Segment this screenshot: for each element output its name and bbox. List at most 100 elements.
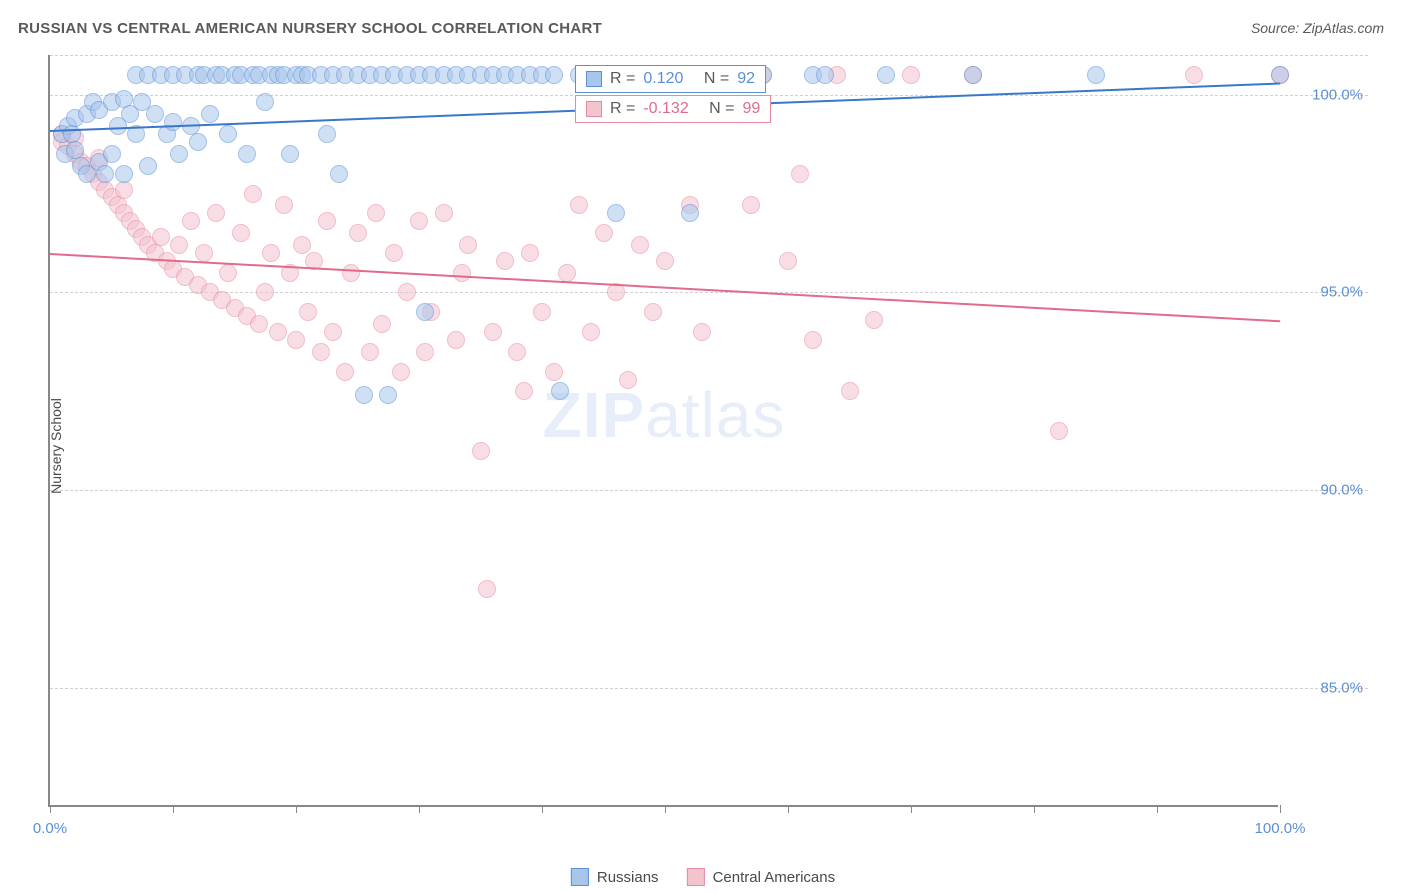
scatter-point — [373, 315, 391, 333]
scatter-point — [515, 382, 533, 400]
scatter-point — [902, 66, 920, 84]
watermark: ZIPatlas — [543, 378, 786, 452]
scatter-point — [865, 311, 883, 329]
scatter-point — [570, 196, 588, 214]
scatter-point — [256, 283, 274, 301]
scatter-point — [484, 323, 502, 341]
scatter-point — [595, 224, 613, 242]
scatter-point — [779, 252, 797, 270]
scatter-point — [146, 105, 164, 123]
scatter-point — [398, 283, 416, 301]
y-tick-label: 85.0% — [1293, 680, 1363, 697]
scatter-point — [521, 244, 539, 262]
scatter-point — [250, 315, 268, 333]
scatter-point — [312, 343, 330, 361]
scatter-point — [447, 331, 465, 349]
y-tick-label: 100.0% — [1293, 86, 1363, 103]
grid-line — [50, 55, 1368, 56]
y-tick-label: 95.0% — [1293, 284, 1363, 301]
scatter-point — [299, 303, 317, 321]
grid-line — [50, 688, 1368, 689]
x-tick — [50, 805, 51, 813]
scatter-point — [791, 165, 809, 183]
scatter-point — [964, 66, 982, 84]
scatter-point — [367, 204, 385, 222]
scatter-point — [693, 323, 711, 341]
scatter-point — [508, 343, 526, 361]
scatter-point — [262, 244, 280, 262]
scatter-point — [269, 323, 287, 341]
scatter-point — [96, 165, 114, 183]
stat-r-value: -0.132 — [643, 100, 688, 118]
x-tick — [788, 805, 789, 813]
scatter-point — [189, 133, 207, 151]
scatter-point — [336, 363, 354, 381]
scatter-point — [170, 236, 188, 254]
stat-n-value: 99 — [743, 100, 761, 118]
scatter-point — [355, 386, 373, 404]
scatter-point — [287, 331, 305, 349]
scatter-point — [201, 105, 219, 123]
scatter-point — [152, 228, 170, 246]
scatter-point — [318, 125, 336, 143]
scatter-point — [182, 212, 200, 230]
x-tick — [1280, 805, 1281, 813]
scatter-point — [533, 303, 551, 321]
scatter-point — [619, 371, 637, 389]
legend-label: Central Americans — [713, 869, 836, 886]
scatter-point — [1271, 66, 1289, 84]
swatch-icon — [687, 868, 705, 886]
scatter-point — [164, 113, 182, 131]
x-tick — [1157, 805, 1158, 813]
scatter-point — [330, 165, 348, 183]
scatter-point — [631, 236, 649, 254]
legend-item-russians: Russians — [571, 868, 659, 886]
scatter-point — [416, 303, 434, 321]
scatter-point — [385, 244, 403, 262]
scatter-point — [219, 264, 237, 282]
scatter-point — [361, 343, 379, 361]
swatch-icon — [586, 71, 602, 87]
scatter-point — [103, 145, 121, 163]
scatter-point — [238, 145, 256, 163]
scatter-point — [816, 66, 834, 84]
x-tick — [911, 805, 912, 813]
scatter-point — [435, 204, 453, 222]
scatter-point — [656, 252, 674, 270]
x-tick — [296, 805, 297, 813]
scatter-point — [170, 145, 188, 163]
scatter-point — [841, 382, 859, 400]
x-tick — [1034, 805, 1035, 813]
scatter-point — [207, 204, 225, 222]
scatter-point — [644, 303, 662, 321]
scatter-point — [496, 252, 514, 270]
x-tick — [665, 805, 666, 813]
stat-r-value: 0.120 — [643, 70, 683, 88]
x-tick — [419, 805, 420, 813]
bottom-legend: Russians Central Americans — [571, 868, 835, 886]
x-tick — [542, 805, 543, 813]
scatter-point — [607, 204, 625, 222]
scatter-point — [742, 196, 760, 214]
scatter-point — [293, 236, 311, 254]
scatter-point — [545, 66, 563, 84]
scatter-point — [281, 145, 299, 163]
legend-label: Russians — [597, 869, 659, 886]
scatter-point — [115, 165, 133, 183]
scatter-point — [410, 212, 428, 230]
swatch-icon — [571, 868, 589, 886]
stat-box-central-americans: R = -0.132 N = 99 — [575, 95, 771, 123]
scatter-point — [681, 204, 699, 222]
stat-n-value: 92 — [737, 70, 755, 88]
x-tick-label: 100.0% — [1255, 820, 1306, 837]
source-label: Source: ZipAtlas.com — [1251, 20, 1384, 36]
scatter-point — [244, 185, 262, 203]
scatter-point — [558, 264, 576, 282]
scatter-point — [416, 343, 434, 361]
scatter-point — [342, 264, 360, 282]
scatter-point — [349, 224, 367, 242]
scatter-point — [1087, 66, 1105, 84]
grid-line — [50, 490, 1368, 491]
scatter-point — [551, 382, 569, 400]
swatch-icon — [586, 101, 602, 117]
